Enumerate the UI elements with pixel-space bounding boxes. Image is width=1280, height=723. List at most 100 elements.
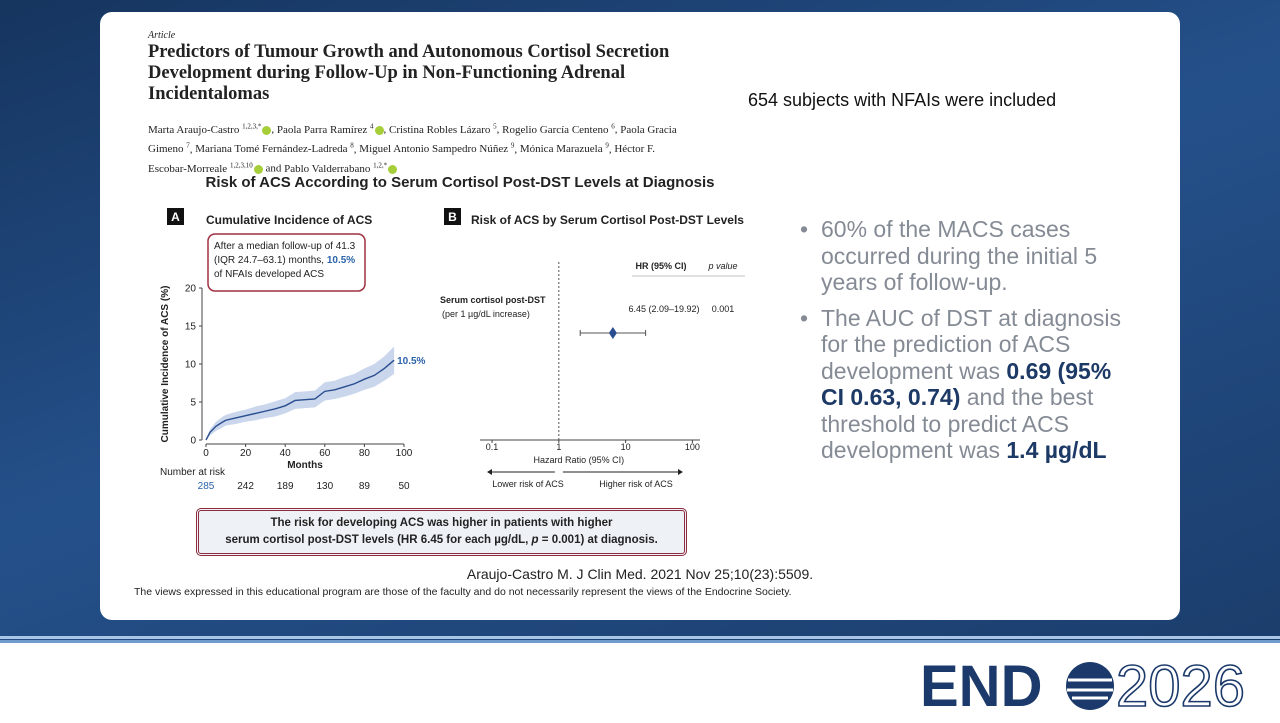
incidence-line [205, 359, 395, 441]
arrow-head [487, 469, 492, 475]
y-tick-label: 5 [190, 398, 196, 409]
orcid-icon [262, 125, 272, 135]
column-header: p value [707, 261, 737, 271]
panel-letter: B [448, 210, 457, 224]
bullet-emphasis: 1.4 µg/dL [1006, 437, 1107, 463]
arrow-label: Higher risk of ACS [599, 479, 673, 489]
author: Miguel Antonio Sampedro Núñez 9 [359, 141, 515, 156]
callout: After a median follow-up of 41.3 (IQR 24… [214, 240, 362, 282]
orcid-icon [374, 125, 384, 135]
author-affiliation: 9 [510, 141, 515, 150]
author-affiliation: 8 [350, 141, 354, 150]
author-name: Mónica Marazuela [519, 143, 603, 156]
conclusion-text: = 0.001) at diagnosis. [541, 534, 658, 546]
author-name: Marta Araujo-Castro [148, 123, 240, 136]
stripe [0, 636, 1280, 639]
article-title: Predictors of Tumour Growth and Autonomo… [148, 42, 670, 104]
x-tick-label: 100 [685, 442, 700, 452]
logo-suffix: 2026 [1116, 654, 1245, 719]
callout-text: After a median follow-up of 41.3 (IQR 24… [214, 240, 362, 282]
orcid-icon [388, 164, 398, 174]
at-risk-label: Number at risk [160, 467, 226, 478]
logo-prefix: END [920, 654, 1042, 719]
globe-lines [1067, 678, 1113, 700]
author-name: Rogelio García Centeno [502, 123, 609, 136]
author-affiliation: 9 [605, 141, 609, 150]
at-risk-value: 89 [359, 481, 371, 492]
author: Paola Parra Ramírez 4 [276, 122, 384, 136]
author-affiliation: 1,2,* [373, 161, 388, 170]
author-name: Cristina Robles Lázaro [389, 123, 491, 136]
author: Héctor F. Escobar-Morreale 1,2,3,10 [148, 143, 655, 175]
at-risk-value: 242 [237, 481, 254, 492]
bullet-text: and the best threshold to predict ACS de… [821, 384, 1094, 463]
author-name: Miguel Antonio Sampedro Núñez [359, 143, 509, 156]
bullet-emphasis: 0.69 (95% CI 0.63, 0.74) [821, 357, 1112, 411]
panel-title: Risk of ACS by Serum Cortisol Post-DST L… [471, 213, 744, 227]
conclusion-box: The risk for developing ACS was higher i… [196, 508, 687, 556]
x-tick-label: 1 [556, 442, 561, 452]
x-tick-label: 20 [240, 448, 252, 459]
author-name: Héctor F. Escobar-Morreale [148, 143, 656, 175]
author: Cristina Robles Lázaro 5 [389, 122, 497, 136]
y-tick-label: 20 [185, 284, 197, 295]
author-list: Marta Araujo-Castro 1,2,3,*, Paola Parra… [148, 122, 677, 175]
author-name: Paola Gracia Gimeno [148, 123, 677, 156]
callout-highlight: 10.5% [326, 255, 356, 266]
author: Paola Gracia Gimeno 7 [148, 124, 677, 156]
at-risk-value: 50 [398, 481, 410, 492]
hr-diamond [608, 327, 617, 339]
conclusion-text: serum cortisol post-DST levels (HR 6.45 … [225, 534, 529, 546]
x-tick-label: 100 [396, 448, 413, 459]
author: Pablo Valderrabano 1,2,* [284, 161, 398, 175]
author-affiliation: 1,2,3,10 [229, 161, 253, 170]
x-tick-label: 0 [203, 448, 209, 459]
conclusion-line: serum cortisol post-DST levels (HR 6.45 … [199, 532, 684, 549]
figure-title: Risk of ACS According to Serum Cortisol … [206, 174, 715, 191]
bullet-text: 60% of the MACS cases occurred during th… [821, 216, 1098, 295]
at-risk-value: 189 [277, 481, 294, 492]
bullet: The AUC of DST at diagnosis for the pred… [796, 305, 1136, 464]
arrow-head [678, 469, 683, 475]
author-affiliation: 5 [493, 122, 497, 130]
headline: 654 subjects with NFAIs were included [748, 90, 1057, 110]
author: Marta Araujo-Castro 1,2,3,* [148, 122, 272, 136]
globe [1066, 662, 1114, 710]
row-label: Serum cortisol post-DST [440, 295, 546, 305]
hr-label: 6.45 (2.09–19.92) [628, 304, 699, 314]
end-label: 10.5% [397, 356, 425, 367]
conclusion-line: The risk for developing ACS was higher i… [270, 517, 613, 529]
x-tick-label: 10 [621, 442, 631, 452]
panel-letter-box [444, 208, 461, 225]
at-risk-value: 285 [198, 481, 215, 492]
article-label: Article [148, 30, 176, 41]
panel-letter: A [171, 210, 180, 224]
arrow-label: Lower risk of ACS [492, 479, 564, 489]
y-tick-label: 10 [185, 360, 197, 371]
callout-box [207, 233, 366, 292]
author-name: Paola Parra Ramírez [276, 123, 368, 136]
x-tick-label: 80 [359, 448, 371, 459]
citation: Araujo-Castro M. J Clin Med. 2021 Nov 25… [466, 566, 814, 582]
p-value: 0.001 [712, 304, 735, 314]
author-affiliation: 6 [611, 122, 615, 130]
author: Mónica Marazuela 9 [519, 141, 609, 156]
bullet: 60% of the MACS cases occurred during th… [796, 216, 1136, 296]
author-conjunction: and [265, 162, 282, 175]
confidence-band [206, 346, 395, 440]
author-affiliation: 7 [186, 141, 190, 150]
x-axis-label: Hazard Ratio (95% CI) [534, 455, 625, 465]
at-risk-value: 130 [316, 481, 333, 492]
orcid-icon [253, 164, 263, 174]
bullet-list: 60% of the MACS cases occurred during th… [796, 216, 1136, 473]
callout-part: of NFAIs developed ACS [214, 269, 325, 280]
author-affiliation: 1,2,3,* [242, 122, 262, 130]
x-tick-label: 60 [319, 448, 331, 459]
x-axis-label: Months [287, 460, 323, 471]
disclaimer: The views expressed in this educational … [134, 586, 792, 598]
y-tick-label: 15 [185, 322, 197, 333]
bullet-text: The AUC of DST at diagnosis for the pred… [821, 304, 1121, 384]
author-name: Mariana Tomé Fernández-Ladreda [195, 143, 348, 156]
